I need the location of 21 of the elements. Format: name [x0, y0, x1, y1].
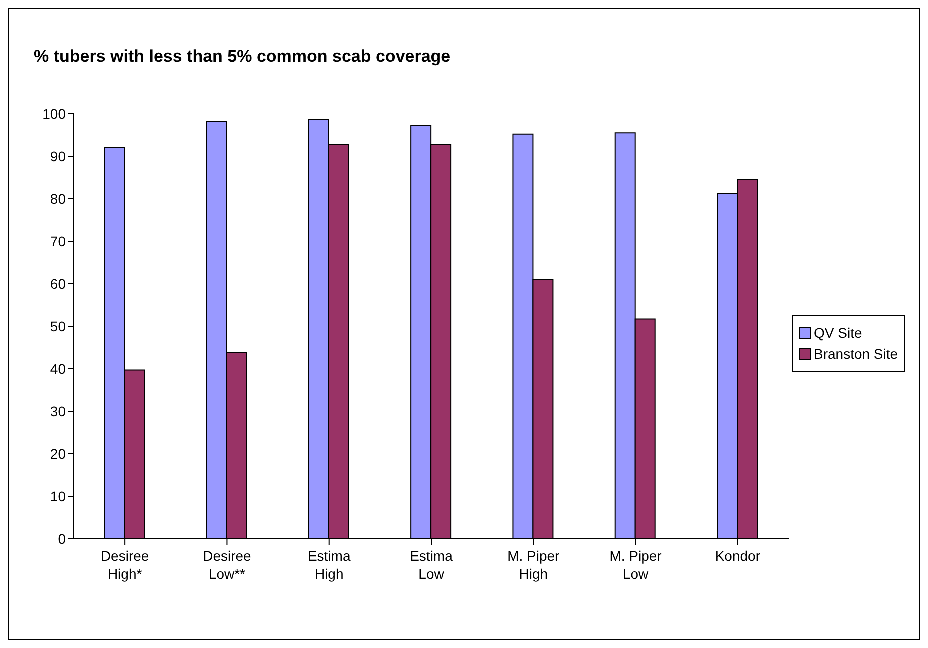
y-tick-label: 0: [58, 530, 66, 547]
y-tick-label: 60: [50, 276, 66, 292]
y-tick-label: 30: [50, 403, 66, 420]
y-tick-label: 10: [50, 488, 66, 504]
x-tick-label: M. Piper Low: [610, 548, 662, 582]
y-tick-label: 40: [50, 360, 66, 377]
y-tick-label: 80: [50, 190, 66, 207]
x-tick-label: Estima Low: [410, 548, 454, 582]
x-tick-label: M. Piper High: [508, 548, 560, 582]
y-tick-label: 20: [50, 446, 66, 462]
y-tick-label: 70: [50, 233, 66, 250]
x-tick-label: Estima High: [308, 548, 351, 582]
x-tick-label: Kondor: [715, 548, 761, 564]
chart-title: % tubers with less than 5% common scab coverage: [34, 47, 451, 67]
y-tick-label: 90: [50, 148, 66, 164]
legend-label: QV Site: [813, 325, 864, 341]
x-tick-label: Desiree High*: [100, 548, 150, 582]
y-tick-label: 100: [42, 106, 66, 122]
y-tick-label: 50: [50, 318, 66, 334]
legend-label: Branston Site: [813, 346, 898, 362]
x-tick-label: Desiree Low**: [203, 548, 252, 582]
